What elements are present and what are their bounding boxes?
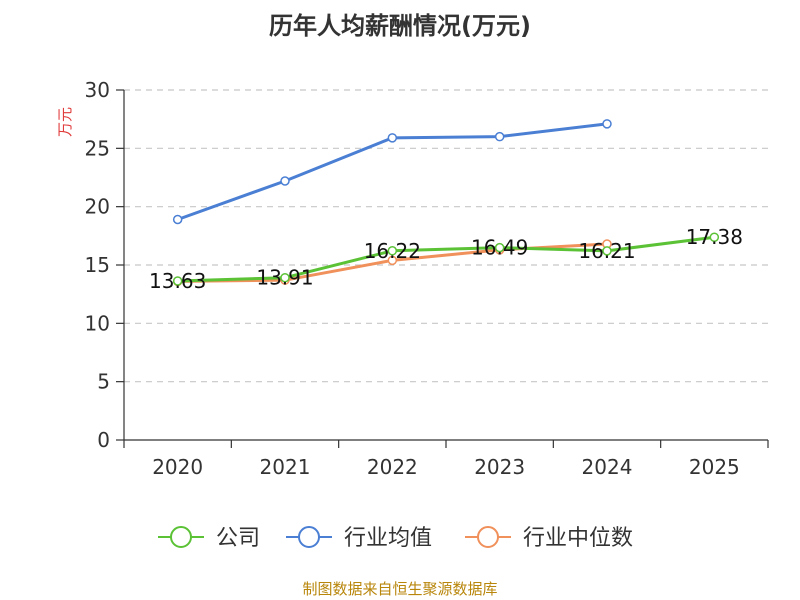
legend-marker: [170, 526, 192, 548]
data-label: 13.63: [149, 269, 206, 293]
data-label: 13.91: [256, 266, 313, 290]
data-point: [387, 133, 398, 143]
y-tick-label: 20: [85, 195, 110, 219]
y-tick-label: 15: [85, 253, 110, 277]
series-line-0: [177, 235, 715, 283]
chart-title: 历年人均薪酬情况(万元): [269, 12, 531, 40]
data-point: [172, 276, 183, 286]
data-point: [280, 176, 290, 186]
legend-label: 行业中位数: [523, 526, 633, 551]
legend-label: 公司: [216, 526, 260, 551]
x-tick-label: 2025: [689, 455, 740, 479]
x-tick-label: 2024: [582, 455, 633, 479]
data-point: [280, 272, 290, 283]
x-tick-label: 2023: [474, 455, 525, 479]
data-point: [387, 246, 398, 256]
legend-marker: [477, 526, 499, 548]
y-tick-label: 10: [85, 311, 110, 335]
data-point: [494, 131, 505, 142]
y-axis-label: 万元: [56, 107, 74, 137]
source-note: 制图数据来自恒生聚源数据库: [302, 580, 497, 598]
data-label: 16.49: [471, 236, 528, 260]
data-point: [387, 255, 398, 266]
data-label: 16.22: [364, 239, 421, 263]
x-tick-label: 2022: [367, 455, 418, 479]
data-label: 16.21: [578, 239, 635, 263]
data-point: [494, 242, 505, 253]
data-point: [602, 246, 612, 256]
data-label: 17.38: [686, 225, 743, 249]
data-point: [172, 214, 183, 225]
legend-marker: [298, 526, 320, 548]
x-tick-label: 2020: [152, 455, 203, 479]
y-tick-label: 5: [97, 370, 110, 394]
y-tick-label: 25: [85, 136, 110, 160]
y-tick-label: 30: [85, 78, 110, 102]
data-point: [602, 119, 612, 129]
data-point: [709, 232, 720, 242]
x-tick-label: 2021: [260, 455, 311, 479]
legend-label: 行业均值: [344, 526, 432, 551]
y-tick-label: 0: [97, 428, 110, 452]
